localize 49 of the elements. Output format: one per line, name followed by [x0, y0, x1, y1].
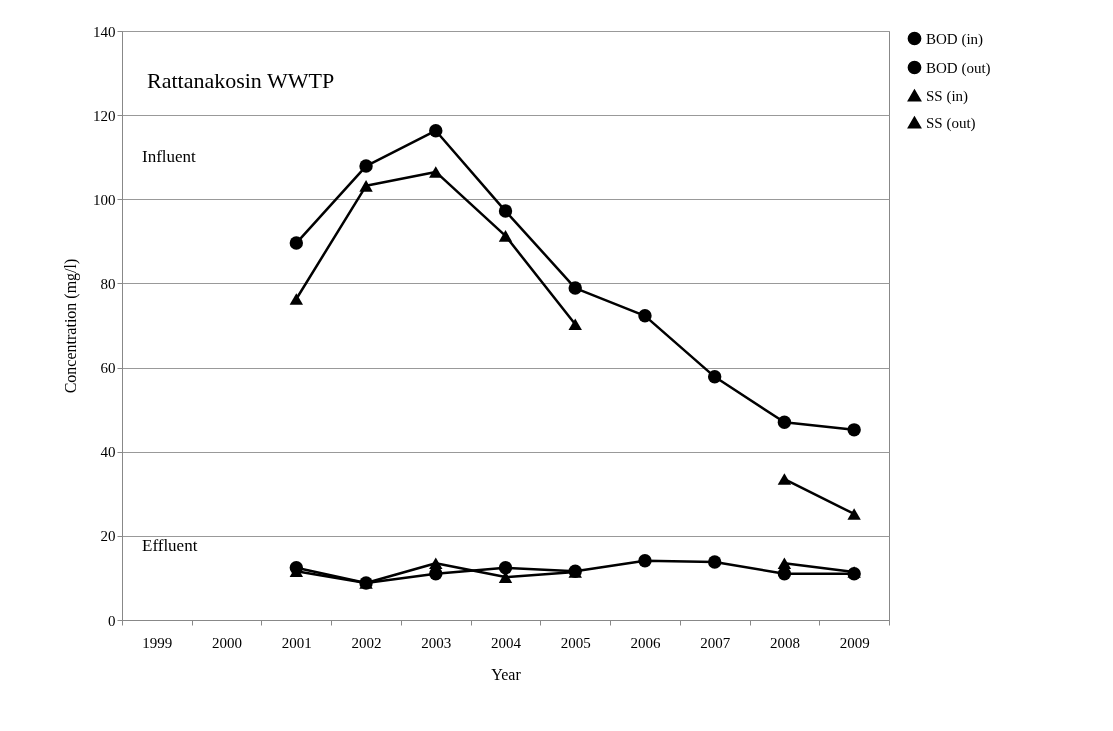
point — [777, 415, 792, 429]
y-tick-label: 140 — [93, 23, 116, 40]
point — [498, 561, 513, 575]
x-tick-label: 1999 — [142, 634, 173, 651]
point — [429, 557, 443, 570]
point — [847, 423, 861, 437]
y-tick-label: 0 — [108, 612, 116, 629]
x-tick-label: 2003 — [421, 634, 452, 651]
point — [289, 236, 304, 250]
x-tick-label: 2001 — [281, 634, 312, 651]
x-tick-label: 2004 — [491, 634, 522, 651]
y-tick-label: 120 — [93, 107, 116, 124]
point — [777, 473, 792, 485]
y-tick-label: 20 — [100, 528, 116, 545]
point — [847, 508, 861, 520]
point — [359, 159, 373, 173]
point — [568, 281, 582, 295]
point — [429, 124, 443, 138]
y-axis-title: Concentration (mg/l) — [62, 258, 80, 394]
x-tick-label: 2007 — [700, 634, 731, 651]
legend-label: BOD (out) — [926, 59, 991, 77]
x-tick-label: 2002 — [351, 634, 382, 651]
annotation: Influent — [142, 147, 197, 166]
point — [289, 293, 304, 305]
text: Rattanakosin WWTP — [147, 68, 335, 93]
point — [777, 557, 792, 570]
point — [638, 309, 652, 323]
x-tick-label: 2009 — [839, 634, 870, 651]
legend-label: SS (out) — [926, 114, 976, 132]
legend-label: SS (in) — [926, 87, 969, 105]
annotation: Effluent — [142, 536, 198, 555]
x-tick-label: 2006 — [630, 634, 661, 651]
point — [707, 555, 722, 569]
x-tick-label: 2005 — [560, 634, 591, 651]
y-tick-label: 100 — [93, 191, 116, 208]
x-tick-label: 2008 — [769, 634, 800, 651]
x-axis-title: Year — [491, 665, 522, 683]
point — [638, 553, 652, 568]
point — [568, 318, 582, 331]
y-tick-label: 40 — [100, 444, 116, 461]
y-tick-label: 80 — [100, 275, 116, 292]
point — [707, 370, 722, 384]
y-tick-label: 60 — [100, 360, 116, 377]
point — [429, 166, 443, 178]
point — [498, 230, 513, 242]
x-tick-label: 2000 — [212, 634, 243, 651]
point — [498, 204, 513, 218]
legend-label: BOD (in) — [926, 30, 984, 48]
point — [359, 180, 373, 192]
